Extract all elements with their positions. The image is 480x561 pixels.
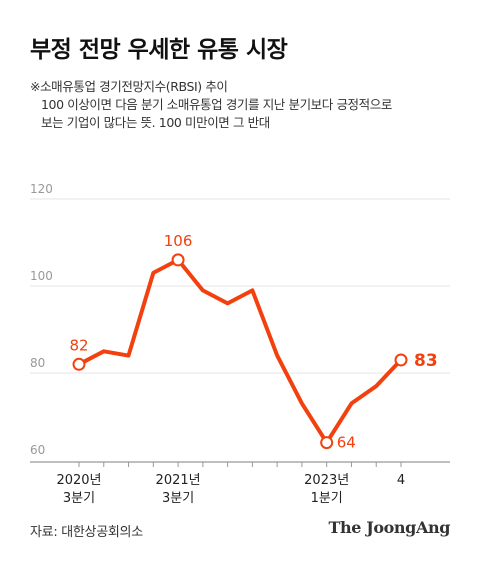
highlight-marker <box>394 353 408 367</box>
point-layer <box>72 253 408 450</box>
highlight-marker <box>171 253 185 267</box>
x-tick-label: 1분기 <box>311 491 343 506</box>
series-line <box>77 257 403 445</box>
note-line-1: ※소매유통업 경기전망지수(RBSI) 추이 <box>30 79 228 94</box>
highlight-marker <box>320 436 334 450</box>
chart-note: ※소매유통업 경기전망지수(RBSI) 추이 100 이상이면 다음 분기 소매… <box>30 78 392 132</box>
y-tick-label-100: 100 <box>30 269 53 283</box>
series-layer <box>77 257 403 445</box>
y-tick-label-60: 60 <box>30 443 45 457</box>
data-label: 82 <box>69 336 88 354</box>
chart-title: 부정 전망 우세한 유통 시장 <box>30 37 288 63</box>
x-axis-layer: 2020년 3분기 2021년 3분기 2023년 1분기 4 <box>30 461 450 506</box>
label-layer: 82 106 64 83 <box>69 232 437 452</box>
x-tick-label: 2020년 <box>56 473 101 488</box>
brand-logo: The JoongAng <box>328 518 451 537</box>
x-tick-label: 3분기 <box>63 491 95 506</box>
note-line-3: 보는 기업이 많다는 뜻. 100 미만이면 그 반대 <box>41 115 270 130</box>
highlight-marker <box>72 357 86 371</box>
grid-layer: 60 80 100 120 <box>30 182 450 457</box>
x-tick-label: 3분기 <box>162 491 194 506</box>
data-label: 106 <box>164 232 193 250</box>
x-tick-label: 2023년 <box>304 473 349 488</box>
y-tick-label-80: 80 <box>30 356 45 370</box>
x-tick-label: 4 <box>397 473 405 488</box>
x-tick-label: 2021년 <box>156 473 201 488</box>
y-tick-label-120: 120 <box>30 182 53 196</box>
data-label: 83 <box>414 351 438 371</box>
data-label: 64 <box>337 434 356 452</box>
source-note: 자료: 대한상공회의소 <box>30 525 143 540</box>
note-line-2: 100 이상이면 다음 분기 소매유통업 경기를 지난 분기보다 긍정적으로 <box>41 97 392 112</box>
